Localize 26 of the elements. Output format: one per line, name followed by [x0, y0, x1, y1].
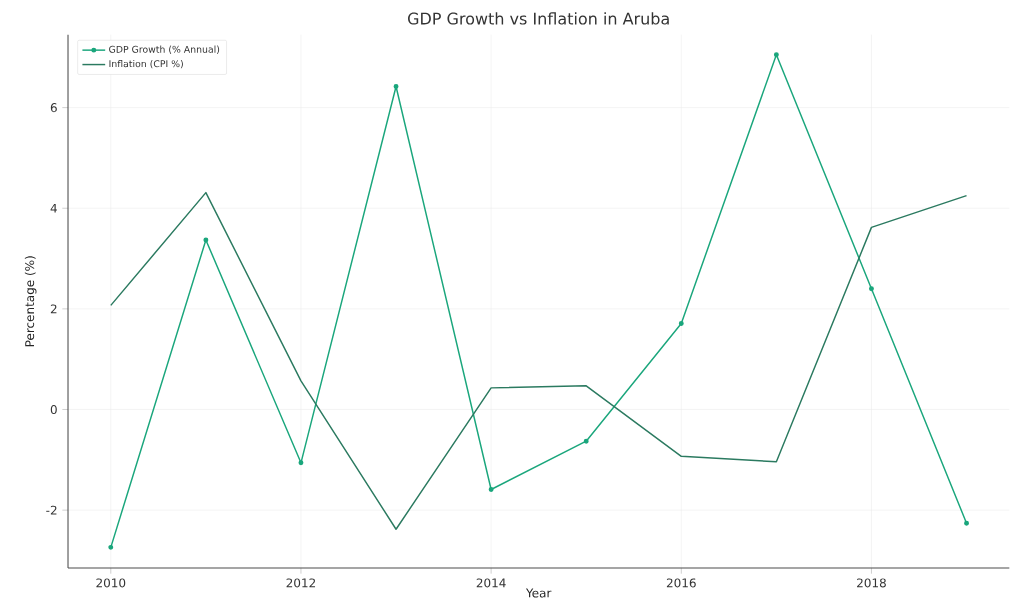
- point: [868, 286, 874, 292]
- y-axis-title: Percentage (%): [24, 256, 37, 347]
- x-tick-label: 2012: [286, 578, 316, 588]
- y-tick-label: 4: [50, 203, 57, 213]
- y-tick-label: 2: [50, 304, 57, 314]
- point: [488, 487, 494, 492]
- point: [108, 544, 114, 550]
- x-axis-title: Year: [525, 588, 552, 598]
- x-tick-label: 2014: [476, 578, 506, 588]
- legend-label: GDP Growth (% Annual): [109, 45, 220, 54]
- point: [678, 320, 684, 326]
- point: [773, 52, 779, 58]
- legend-label: Inflation (CPI %): [109, 60, 183, 69]
- point: [964, 520, 970, 526]
- point: [203, 237, 209, 243]
- x-tick-label: 2018: [857, 578, 886, 588]
- y-tick-label: -2: [46, 505, 57, 515]
- chart-title: GDP Growth vs Inflation in Aruba: [408, 12, 669, 25]
- x-tick-label: 2016: [666, 578, 696, 588]
- y-tick-label: 0: [50, 404, 57, 415]
- point: [583, 438, 589, 444]
- x-tick-label: 2010: [96, 578, 126, 588]
- line-series: [110, 191, 968, 530]
- point: [298, 460, 304, 466]
- point: [393, 84, 399, 89]
- y-tick-label: 6: [50, 103, 57, 113]
